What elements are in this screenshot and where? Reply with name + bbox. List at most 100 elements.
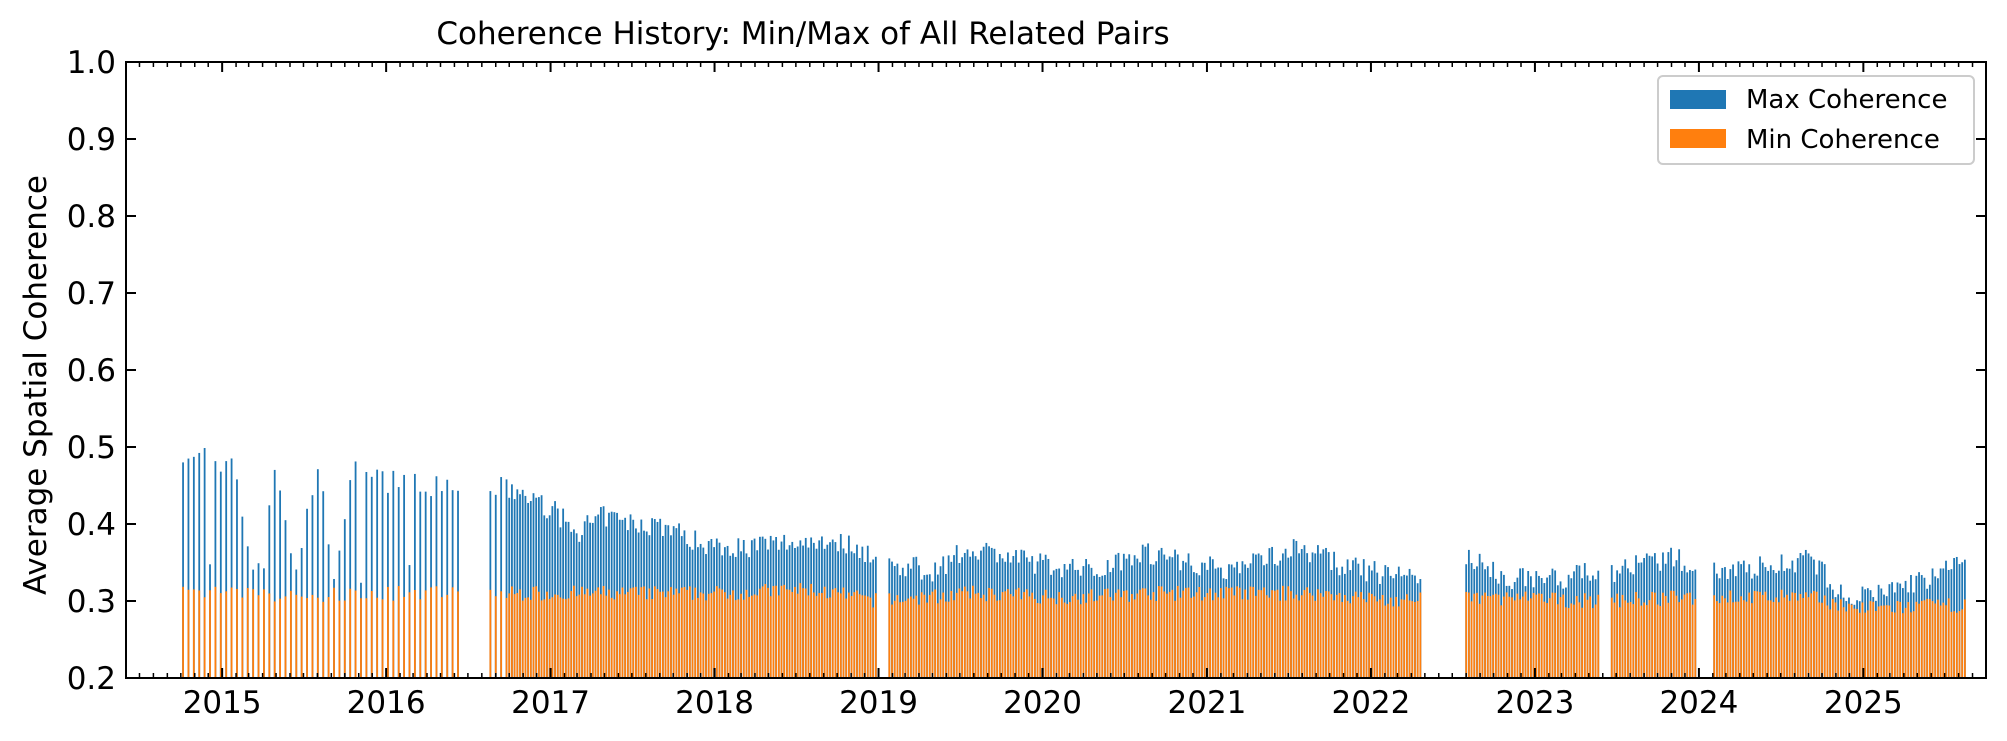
min-coherence-bar bbox=[241, 597, 244, 678]
min-coherence-bar bbox=[1780, 589, 1783, 678]
min-coherence-bar bbox=[1888, 605, 1891, 678]
min-coherence-bar bbox=[1195, 592, 1198, 678]
min-coherence-bar bbox=[1769, 600, 1772, 678]
min-coherence-bar bbox=[1732, 602, 1734, 678]
min-coherence-bar bbox=[850, 595, 853, 678]
x-tick-label: 2016 bbox=[347, 685, 426, 721]
min-coherence-bar bbox=[1036, 603, 1039, 678]
min-coherence-bar bbox=[1198, 587, 1201, 678]
max-coherence-bar bbox=[192, 456, 195, 678]
min-coherence-bar bbox=[1556, 604, 1559, 678]
min-coherence-bar bbox=[532, 586, 535, 678]
max-coherence-bar bbox=[354, 461, 357, 678]
min-coherence-bar bbox=[653, 586, 656, 678]
min-coherence-bar bbox=[546, 591, 548, 678]
min-coherence-bar bbox=[1063, 602, 1066, 678]
min-coherence-bar bbox=[1904, 607, 1907, 678]
min-coherence-bar bbox=[1263, 587, 1265, 678]
min-coherence-bar bbox=[1680, 599, 1683, 678]
min-coherence-bar bbox=[702, 593, 705, 678]
min-coherence-bar bbox=[710, 593, 713, 678]
min-coherence-bar bbox=[1637, 598, 1640, 678]
min-coherence-bar bbox=[1403, 599, 1406, 678]
min-coherence-bar bbox=[1777, 602, 1780, 678]
min-coherence-bar bbox=[1125, 590, 1128, 678]
min-coherence-bar bbox=[726, 598, 729, 678]
min-coherence-bar bbox=[1740, 596, 1743, 678]
min-coherence-bar bbox=[624, 594, 627, 678]
min-coherence-bar bbox=[1338, 592, 1341, 678]
min-coherence-bar bbox=[1926, 598, 1929, 678]
min-coherence-bar bbox=[1540, 593, 1543, 678]
min-coherence-bar bbox=[279, 598, 282, 678]
min-coherence-bar bbox=[953, 600, 955, 678]
min-coherence-bar bbox=[1635, 591, 1637, 678]
min-coherence-bar bbox=[316, 597, 319, 678]
min-coherence-bar bbox=[583, 594, 586, 678]
legend-swatch-min bbox=[1670, 129, 1726, 148]
max-coherence-bar bbox=[316, 469, 319, 678]
max-coherence-bar bbox=[430, 496, 432, 678]
min-coherence-bar bbox=[1012, 596, 1015, 678]
min-coherence-bar bbox=[214, 586, 217, 678]
min-coherence-bar bbox=[761, 586, 764, 678]
min-coherence-bar bbox=[1573, 604, 1575, 678]
min-coherence-bar bbox=[694, 587, 697, 678]
min-coherence-bar bbox=[993, 594, 996, 678]
x-tick-label: 2022 bbox=[1331, 685, 1410, 721]
min-coherence-bar bbox=[1333, 600, 1336, 678]
min-coherence-bar bbox=[1416, 601, 1419, 678]
min-coherence-bar bbox=[1632, 604, 1635, 678]
min-coherence-bar bbox=[511, 586, 513, 678]
min-coherence-bar bbox=[1503, 596, 1505, 678]
min-coherence-bar bbox=[1583, 593, 1586, 678]
max-coherence-bar bbox=[203, 448, 206, 678]
min-coherence-bar bbox=[403, 596, 406, 678]
min-coherence-bar bbox=[1476, 592, 1478, 678]
min-coherence-bar bbox=[826, 598, 829, 678]
min-coherence-bar bbox=[1214, 592, 1217, 678]
min-coherence-bar bbox=[756, 595, 759, 678]
min-coherence-bar bbox=[1858, 612, 1861, 678]
max-coherence-bar bbox=[187, 458, 190, 678]
min-coherence-bar bbox=[327, 597, 330, 678]
min-coherence-bar bbox=[1581, 607, 1584, 678]
min-coherence-bar bbox=[1276, 589, 1279, 678]
min-coherence-bar bbox=[1101, 595, 1104, 678]
min-coherence-bar bbox=[1133, 599, 1136, 678]
min-coherence-bar bbox=[912, 598, 915, 678]
min-coherence-bar bbox=[1047, 598, 1050, 678]
min-coherence-bar bbox=[295, 594, 298, 678]
max-coherence-bar bbox=[516, 489, 519, 678]
min-coherence-bar bbox=[1675, 595, 1678, 678]
min-coherence-bar bbox=[1923, 600, 1926, 678]
min-coherence-bar bbox=[791, 591, 794, 678]
min-coherence-bar bbox=[1683, 594, 1686, 678]
min-coherence-bar bbox=[508, 593, 511, 678]
min-coherence-bar bbox=[1349, 603, 1352, 678]
min-coherence-bar bbox=[1362, 599, 1365, 678]
chart-title: Coherence History: Min/Max of All Relate… bbox=[436, 16, 1169, 52]
min-coherence-bar bbox=[1945, 605, 1947, 678]
y-tick-label: 0.7 bbox=[67, 276, 116, 312]
min-coherence-bar bbox=[1023, 592, 1026, 678]
min-coherence-bar bbox=[1788, 600, 1791, 678]
min-coherence-bar bbox=[1875, 611, 1877, 678]
max-coherence-bar bbox=[613, 512, 616, 678]
min-coherence-bar bbox=[1613, 602, 1616, 678]
min-coherence-bar bbox=[1753, 590, 1756, 678]
max-coherence-bar bbox=[532, 493, 535, 678]
min-coherence-bar bbox=[737, 599, 740, 678]
min-coherence-bar bbox=[950, 590, 953, 678]
min-coherence-bar bbox=[354, 590, 357, 678]
min-coherence-bar bbox=[505, 597, 508, 678]
min-coherence-bar bbox=[928, 594, 931, 678]
x-tick-label: 2017 bbox=[511, 685, 590, 721]
min-coherence-bar bbox=[1271, 590, 1274, 678]
min-coherence-bar bbox=[1273, 590, 1276, 678]
min-coherence-bar bbox=[1756, 591, 1759, 678]
min-coherence-bar bbox=[338, 600, 341, 678]
min-coherence-bar bbox=[1678, 602, 1681, 678]
min-coherence-bar bbox=[775, 585, 778, 678]
min-coherence-bar bbox=[1298, 600, 1300, 678]
